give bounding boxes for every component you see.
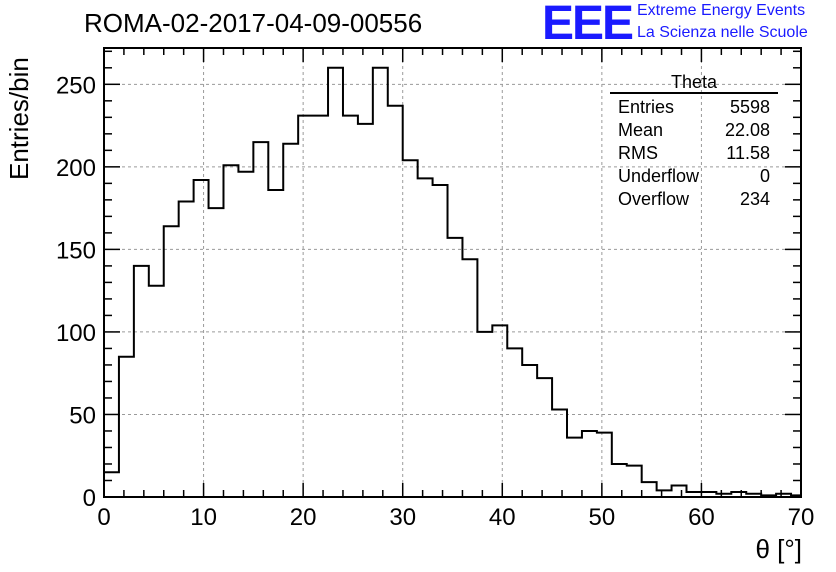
stat-row-entries: Entries 5598 [610,96,778,119]
stats-box: Theta Entries 5598 Mean 22.08 RMS 11.58 … [610,72,778,211]
stat-label: Overflow [618,189,690,209]
stat-value: 5598 [729,97,770,117]
x-tick-label: 0 [97,504,110,531]
y-tick-label: 200 [56,155,96,182]
chart-title: ROMA-02-2017-04-09-00556 [84,8,423,38]
plot-frame [103,47,802,498]
y-tick-label: 250 [56,72,96,99]
x-tick-label: 10 [190,504,217,531]
stat-label: RMS [618,143,658,163]
y-tick-label: 100 [56,320,96,347]
x-axis-label: θ [°] [755,534,802,564]
stat-row-underflow: Underflow 0 [610,165,778,188]
histogram-series [103,66,801,497]
x-tick-labels: 0 10 20 30 40 50 60 70 [97,504,814,531]
brand-line-1: Extreme Energy Events [637,2,806,19]
y-axis-label: Entries/bin [4,57,34,180]
y-tick-label: 150 [56,237,96,264]
stat-label: Mean [618,120,664,140]
x-tick-label: 50 [589,504,616,531]
x-tick-label: 20 [290,504,317,531]
y-tick-labels: 0 50 100 150 200 250 [56,72,96,512]
x-tick-label: 40 [489,504,516,531]
x-tick-label: 70 [788,504,815,531]
y-tick-label: 0 [83,485,96,512]
x-tick-label: 30 [389,504,416,531]
y-tick-label: 50 [69,402,96,429]
stat-row-rms: RMS 11.58 [610,142,778,165]
stat-value: 22.08 [724,120,770,140]
stat-value: 234 [739,189,770,209]
stat-row-mean: Mean 22.08 [610,119,778,142]
stat-value: 11.58 [726,143,770,163]
stat-row-overflow: Overflow 234 [610,188,778,211]
stat-label: Underflow [618,166,700,186]
brand-line-2: La Scienza nelle Scuole [637,24,808,41]
stat-label: Entries [618,97,675,117]
stats-title: Theta [610,72,778,94]
x-tick-label: 60 [688,504,715,531]
stat-value: 0 [759,166,770,186]
eee-logo: EEE [542,0,634,50]
